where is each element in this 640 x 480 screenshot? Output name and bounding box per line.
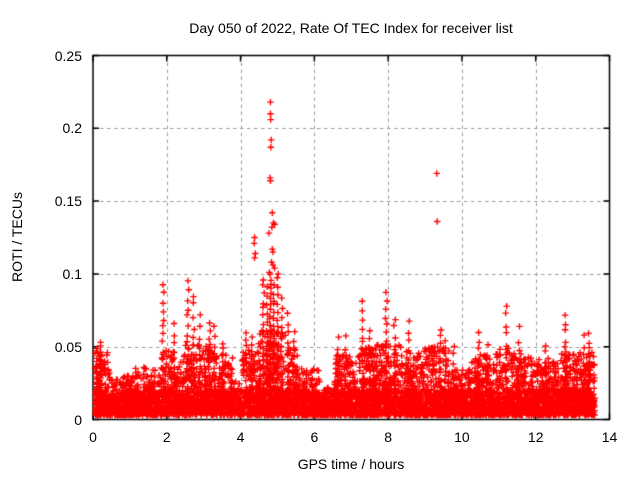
x-tick-label: 10 bbox=[454, 429, 470, 445]
x-tick-label: 12 bbox=[527, 429, 544, 445]
x-tick-label: 8 bbox=[384, 429, 393, 445]
chart-title: Day 050 of 2022, Rate Of TEC Index for r… bbox=[189, 20, 513, 36]
x-axis-label: GPS time / hours bbox=[297, 456, 405, 472]
y-tick-label: 0.2 bbox=[62, 120, 82, 137]
y-tick-label: 0 bbox=[74, 411, 82, 428]
x-tick-label: 2 bbox=[162, 429, 171, 445]
y-tick-label: 0.25 bbox=[54, 47, 82, 64]
x-tick-label: 14 bbox=[601, 429, 618, 445]
y-tick-label: 0.15 bbox=[54, 193, 82, 210]
x-tick-label: 4 bbox=[236, 429, 245, 445]
y-tick-label: 0.1 bbox=[62, 265, 82, 282]
x-tick-label: 0 bbox=[89, 429, 97, 445]
x-tick-label: 6 bbox=[310, 429, 319, 445]
y-tick-label: 0.05 bbox=[54, 338, 82, 355]
